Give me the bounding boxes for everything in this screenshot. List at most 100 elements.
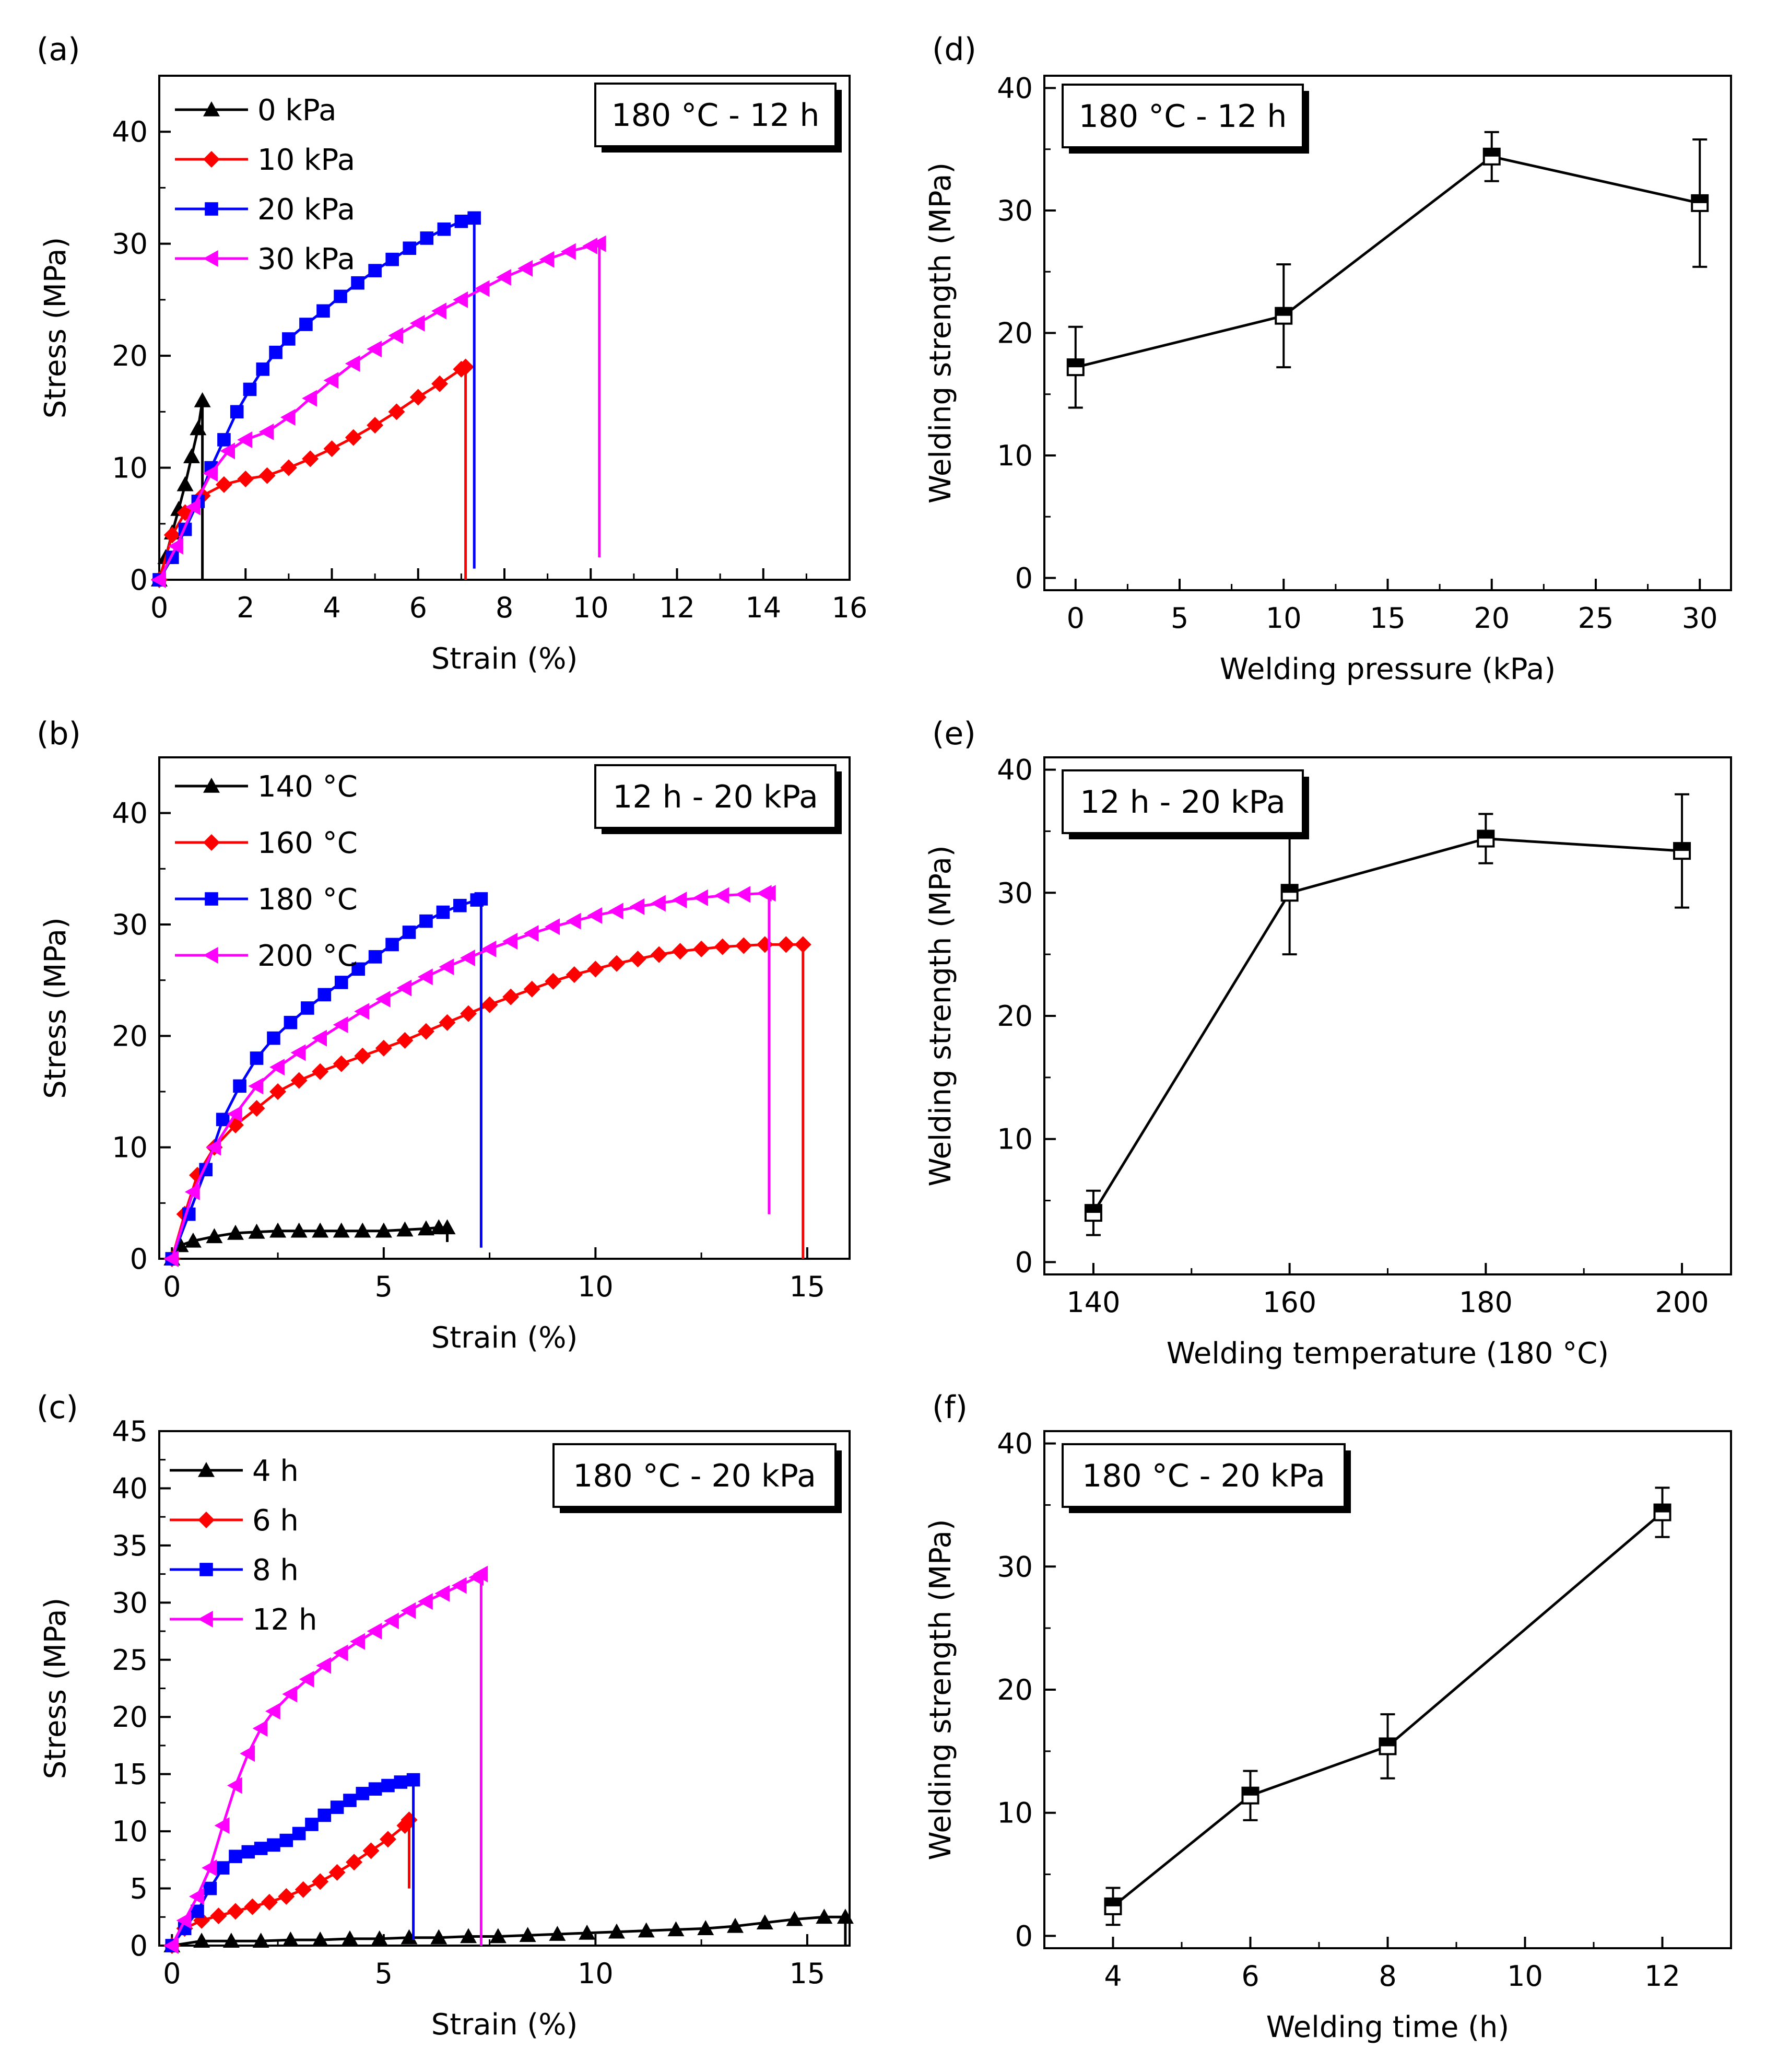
data-point (323, 372, 339, 389)
series-30-kpa (151, 235, 606, 588)
data-point (217, 433, 231, 447)
legend-marker (203, 947, 218, 964)
data-point (837, 1909, 854, 1924)
x-axis-label: Strain (%) (431, 2008, 578, 2042)
y-tick-label: 20 (112, 1020, 148, 1052)
series-line (171, 1915, 847, 1947)
data-point (489, 1928, 507, 1944)
data-point (237, 431, 253, 448)
x-tick-label: 180 (1459, 1286, 1513, 1319)
series-line (1112, 1511, 1664, 1907)
y-tick-label: 30 (997, 1550, 1033, 1583)
y-tick-label: 30 (112, 908, 148, 941)
data-point (431, 375, 449, 392)
legend-marker (205, 892, 218, 906)
data-point (379, 1831, 396, 1848)
x-tick-label: 6 (1241, 1960, 1259, 1993)
data-point (549, 1926, 566, 1941)
data-point (431, 302, 446, 320)
x-tick-label: 140 (1066, 1286, 1120, 1319)
legend-label: 4 h (252, 1454, 299, 1488)
data-point (587, 907, 603, 924)
data-point (312, 1029, 327, 1047)
y-tick-label: 25 (112, 1644, 148, 1677)
data-point (756, 1914, 773, 1930)
panel-label: (b) (37, 716, 81, 752)
data-point (356, 1787, 370, 1800)
x-tick-label: 15 (790, 1957, 826, 1990)
data-point (417, 1023, 434, 1040)
data-point (317, 1808, 332, 1822)
data-point (460, 1928, 477, 1944)
data-point (1482, 147, 1501, 166)
x-tick-label: 0 (150, 591, 168, 624)
x-tick-label: 2 (237, 591, 254, 624)
data-point (176, 1912, 192, 1929)
y-tick-label: 40 (112, 115, 148, 148)
data-point (367, 1623, 382, 1640)
data-point (460, 950, 475, 966)
y-tick-label: 0 (130, 1243, 148, 1275)
series-line (1075, 155, 1700, 369)
data-point (362, 1842, 380, 1859)
y-axis-label: Stress (MPa) (39, 237, 73, 418)
data-point (284, 1015, 298, 1029)
panel-label: (d) (932, 31, 976, 68)
condition-box (552, 1443, 837, 1508)
data-point (394, 1775, 408, 1789)
data-point (230, 405, 244, 419)
x-tick-label: 5 (375, 1957, 393, 1990)
x-tick-label: 16 (832, 591, 868, 624)
data-point (267, 1031, 280, 1045)
data-point (312, 1222, 329, 1238)
data-point (248, 1078, 264, 1095)
data-point (545, 973, 562, 990)
y-tick-label: 20 (112, 340, 148, 372)
data-point (417, 1593, 433, 1610)
data-point (434, 1585, 450, 1602)
legend-marker (203, 151, 220, 168)
series-line (158, 242, 601, 581)
data-point (629, 951, 646, 968)
legend-label: 140 °C (257, 770, 358, 804)
data-point (194, 392, 211, 407)
data-point (778, 936, 795, 953)
data-point (243, 382, 257, 396)
y-tick-label: 0 (130, 564, 148, 596)
data-point (582, 237, 598, 254)
data-point (406, 1773, 420, 1787)
data-point (453, 291, 468, 308)
data-point (244, 1898, 261, 1915)
x-tick-label: 10 (573, 591, 609, 624)
data-point (295, 1881, 312, 1898)
condition-label: 180 °C - 12 h (611, 97, 820, 134)
data-point (1379, 1737, 1397, 1755)
legend-marker (198, 1512, 215, 1528)
x-tick-label: 10 (578, 1270, 614, 1303)
x-tick-label: 20 (1474, 602, 1510, 635)
y-tick-label: 0 (1015, 1246, 1033, 1279)
condition-box (1062, 769, 1304, 834)
y-tick-label: 10 (997, 1123, 1033, 1156)
data-point (367, 341, 382, 358)
data-point (381, 1778, 395, 1793)
data-point (388, 327, 404, 344)
x-tick-label: 160 (1263, 1286, 1316, 1319)
condition-label: 12 h - 20 kPa (613, 779, 818, 815)
data-point (193, 1933, 210, 1948)
data-point (1477, 829, 1495, 848)
data-point (330, 1800, 344, 1814)
series-welding-strength (1104, 1486, 1671, 1926)
legend-label: 8 h (252, 1553, 299, 1587)
legend-marker (203, 250, 218, 267)
y-tick-label: 10 (112, 1131, 148, 1164)
y-tick-label: 10 (997, 439, 1033, 472)
data-point (163, 1250, 179, 1267)
data-point (1673, 842, 1691, 860)
data-point (316, 304, 330, 318)
data-point (417, 1220, 434, 1236)
y-tick-label: 10 (997, 1797, 1033, 1830)
x-axis-label: Strain (%) (431, 642, 578, 676)
data-point (651, 946, 668, 963)
condition-box (1062, 84, 1304, 148)
